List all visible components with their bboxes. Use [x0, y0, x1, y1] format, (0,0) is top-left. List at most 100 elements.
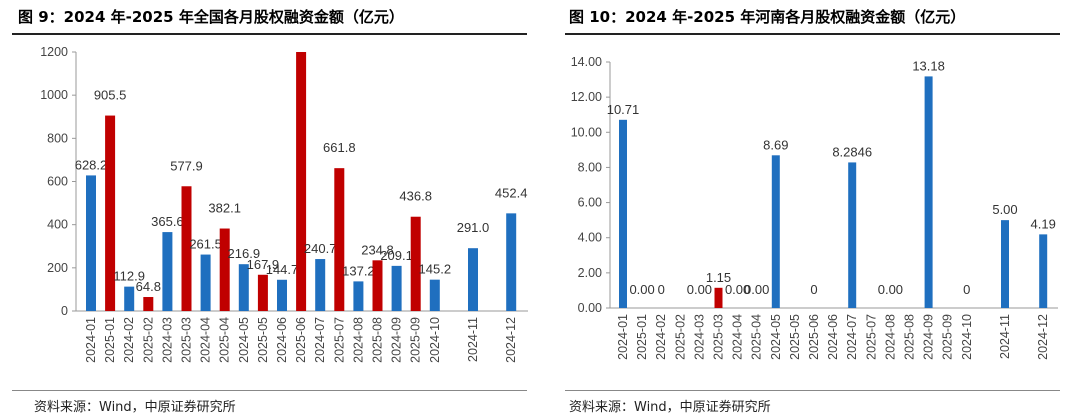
y-tick-label: 2.00: [578, 266, 602, 280]
source-note: 资料来源：Wind，中原证券研究所: [569, 400, 771, 415]
data-label: 4.19: [1031, 216, 1056, 231]
x-tick-label: 2024-03: [692, 314, 706, 360]
bar-2024-12: [1039, 234, 1048, 308]
bar-2024-10: [429, 279, 440, 311]
x-tick-label: 2024-09: [922, 314, 936, 360]
data-label: 8.69: [763, 137, 788, 152]
x-tick-label: 2024-11: [998, 314, 1012, 359]
x-tick-label: 2025-02: [673, 314, 687, 360]
title-divider: [565, 33, 1060, 35]
data-label: 13.18: [912, 58, 945, 73]
x-tick-label: 2024-02: [654, 314, 668, 360]
data-label: 577.9: [170, 158, 203, 173]
x-tick-label: 2024-11: [466, 317, 480, 362]
data-label: 0: [810, 282, 817, 297]
data-label: 240.7: [304, 241, 337, 256]
data-label: 0.00: [725, 282, 750, 297]
data-label: 167.9: [247, 257, 280, 272]
data-label: 291.0: [457, 220, 490, 235]
x-tick-label: 2025-04: [750, 314, 764, 360]
x-tick-label: 2025-03: [712, 314, 726, 360]
x-tick-label: 2025-08: [903, 314, 917, 360]
data-label: 0: [658, 282, 665, 297]
bar-2024-05: [771, 155, 780, 308]
data-label: 0.00: [744, 282, 769, 297]
x-tick-label: 2025-06: [807, 314, 821, 360]
bar-2025-07: [334, 168, 345, 311]
y-tick-label: 0.00: [578, 301, 602, 315]
x-tick-label: 2024-08: [351, 317, 365, 363]
bar-2024-04: [200, 254, 211, 311]
x-tick-label: 2025-07: [332, 317, 346, 363]
data-label: 1.15: [706, 270, 731, 285]
bar-2025-05: [257, 274, 268, 311]
bar-2025-02: [143, 297, 154, 311]
x-tick-label: 2024-07: [845, 314, 859, 360]
data-label: 112.9: [113, 269, 145, 284]
y-tick-label: 4.00: [578, 231, 602, 245]
data-label: 10.71: [607, 102, 640, 117]
x-tick-label: 2024-04: [731, 314, 745, 360]
bar-2024-11: [1001, 220, 1009, 308]
data-label: 234.8: [361, 242, 394, 257]
x-tick-label: 2025-04: [218, 317, 232, 363]
bar-2025-04: [219, 228, 230, 311]
x-tick-label: 2025-05: [788, 314, 802, 360]
bar-2024-09: [391, 265, 402, 311]
data-label: 137.2: [342, 263, 375, 278]
x-tick-label: 2025-06: [294, 317, 308, 363]
data-label: 628.2: [75, 157, 108, 172]
bar-2025-06: [296, 52, 307, 311]
data-label: 216.9: [228, 246, 261, 261]
y-tick-label: 14.00: [571, 55, 602, 69]
data-label: 0.00: [629, 282, 654, 297]
y-tick-label: 1000: [40, 88, 68, 102]
data-label: 5.00: [992, 202, 1017, 217]
data-label: 452.4: [495, 185, 528, 200]
x-tick-label: 2025-03: [180, 317, 194, 363]
figure-title: 图 10：2024 年-2025 年河南各月股权融资金额（亿元）: [569, 8, 966, 26]
bar-chart-henan: 0.00 2.00 4.00 6.00 8.00 10.00 12.00 14.00 2024-…: [571, 55, 1058, 360]
bar-2024-06: [277, 279, 287, 311]
x-tick-label: 2025-02: [141, 317, 155, 363]
data-label: 436.8: [399, 189, 432, 204]
bar-2024-05: [238, 264, 249, 311]
data-label: 0: [963, 282, 970, 297]
x-tick-label: 2024-05: [237, 317, 251, 363]
data-label: 661.8: [323, 140, 356, 155]
bar-2025-08: [372, 260, 383, 311]
y-tick-label: 1200: [40, 45, 68, 59]
data-label: 382.1: [208, 201, 241, 216]
bar-2024-08: [353, 281, 364, 311]
x-tick-label: 2025-05: [256, 317, 270, 363]
y-tick-label: 200: [47, 261, 68, 275]
data-label: 64.8: [136, 279, 161, 294]
bar-2024-09: [924, 76, 933, 308]
y-tick-label: 600: [47, 175, 68, 189]
x-tick-label: 2024-02: [122, 317, 136, 363]
source-note: 资料来源：Wind，中原证券研究所: [34, 400, 236, 415]
data-label: 365.6: [151, 214, 184, 229]
x-tick-label: 2024-09: [390, 317, 404, 363]
footer-divider: [565, 390, 1060, 391]
bar-chart-national: 0 200 400 600 800 1000 1200 2024-01 628.2 2025-01…: [40, 45, 528, 363]
x-tick-label: 2025-09: [941, 314, 955, 360]
data-label: 905.5: [94, 88, 127, 103]
bar-2024-03: [162, 232, 173, 311]
data-label: 8.2846: [832, 144, 872, 159]
data-label: 261.5: [189, 237, 222, 252]
data-label: 144.7: [266, 262, 299, 277]
y-tick-label: 0: [61, 304, 68, 318]
x-tick-label: 2024-01: [616, 314, 630, 360]
y-tick-label: 12.00: [571, 90, 602, 104]
bar-2025-01: [105, 115, 116, 311]
y-tick-label: 6.00: [578, 196, 602, 210]
bar-2024-01: [86, 175, 96, 311]
data-label: 209.1: [380, 248, 413, 263]
chart-panel-national: 图 9：2024 年-2025 年全国各月股权融资金额（亿元） 0 200 400 6…: [12, 8, 528, 415]
bar-2024-01: [619, 119, 627, 308]
x-tick-label: 2024-12: [1036, 314, 1050, 360]
x-tick-label: 2025-01: [635, 314, 649, 360]
x-tick-label: 2025-09: [409, 317, 423, 363]
figure-title: 图 9：2024 年-2025 年全国各月股权融资金额（亿元）: [18, 8, 404, 26]
